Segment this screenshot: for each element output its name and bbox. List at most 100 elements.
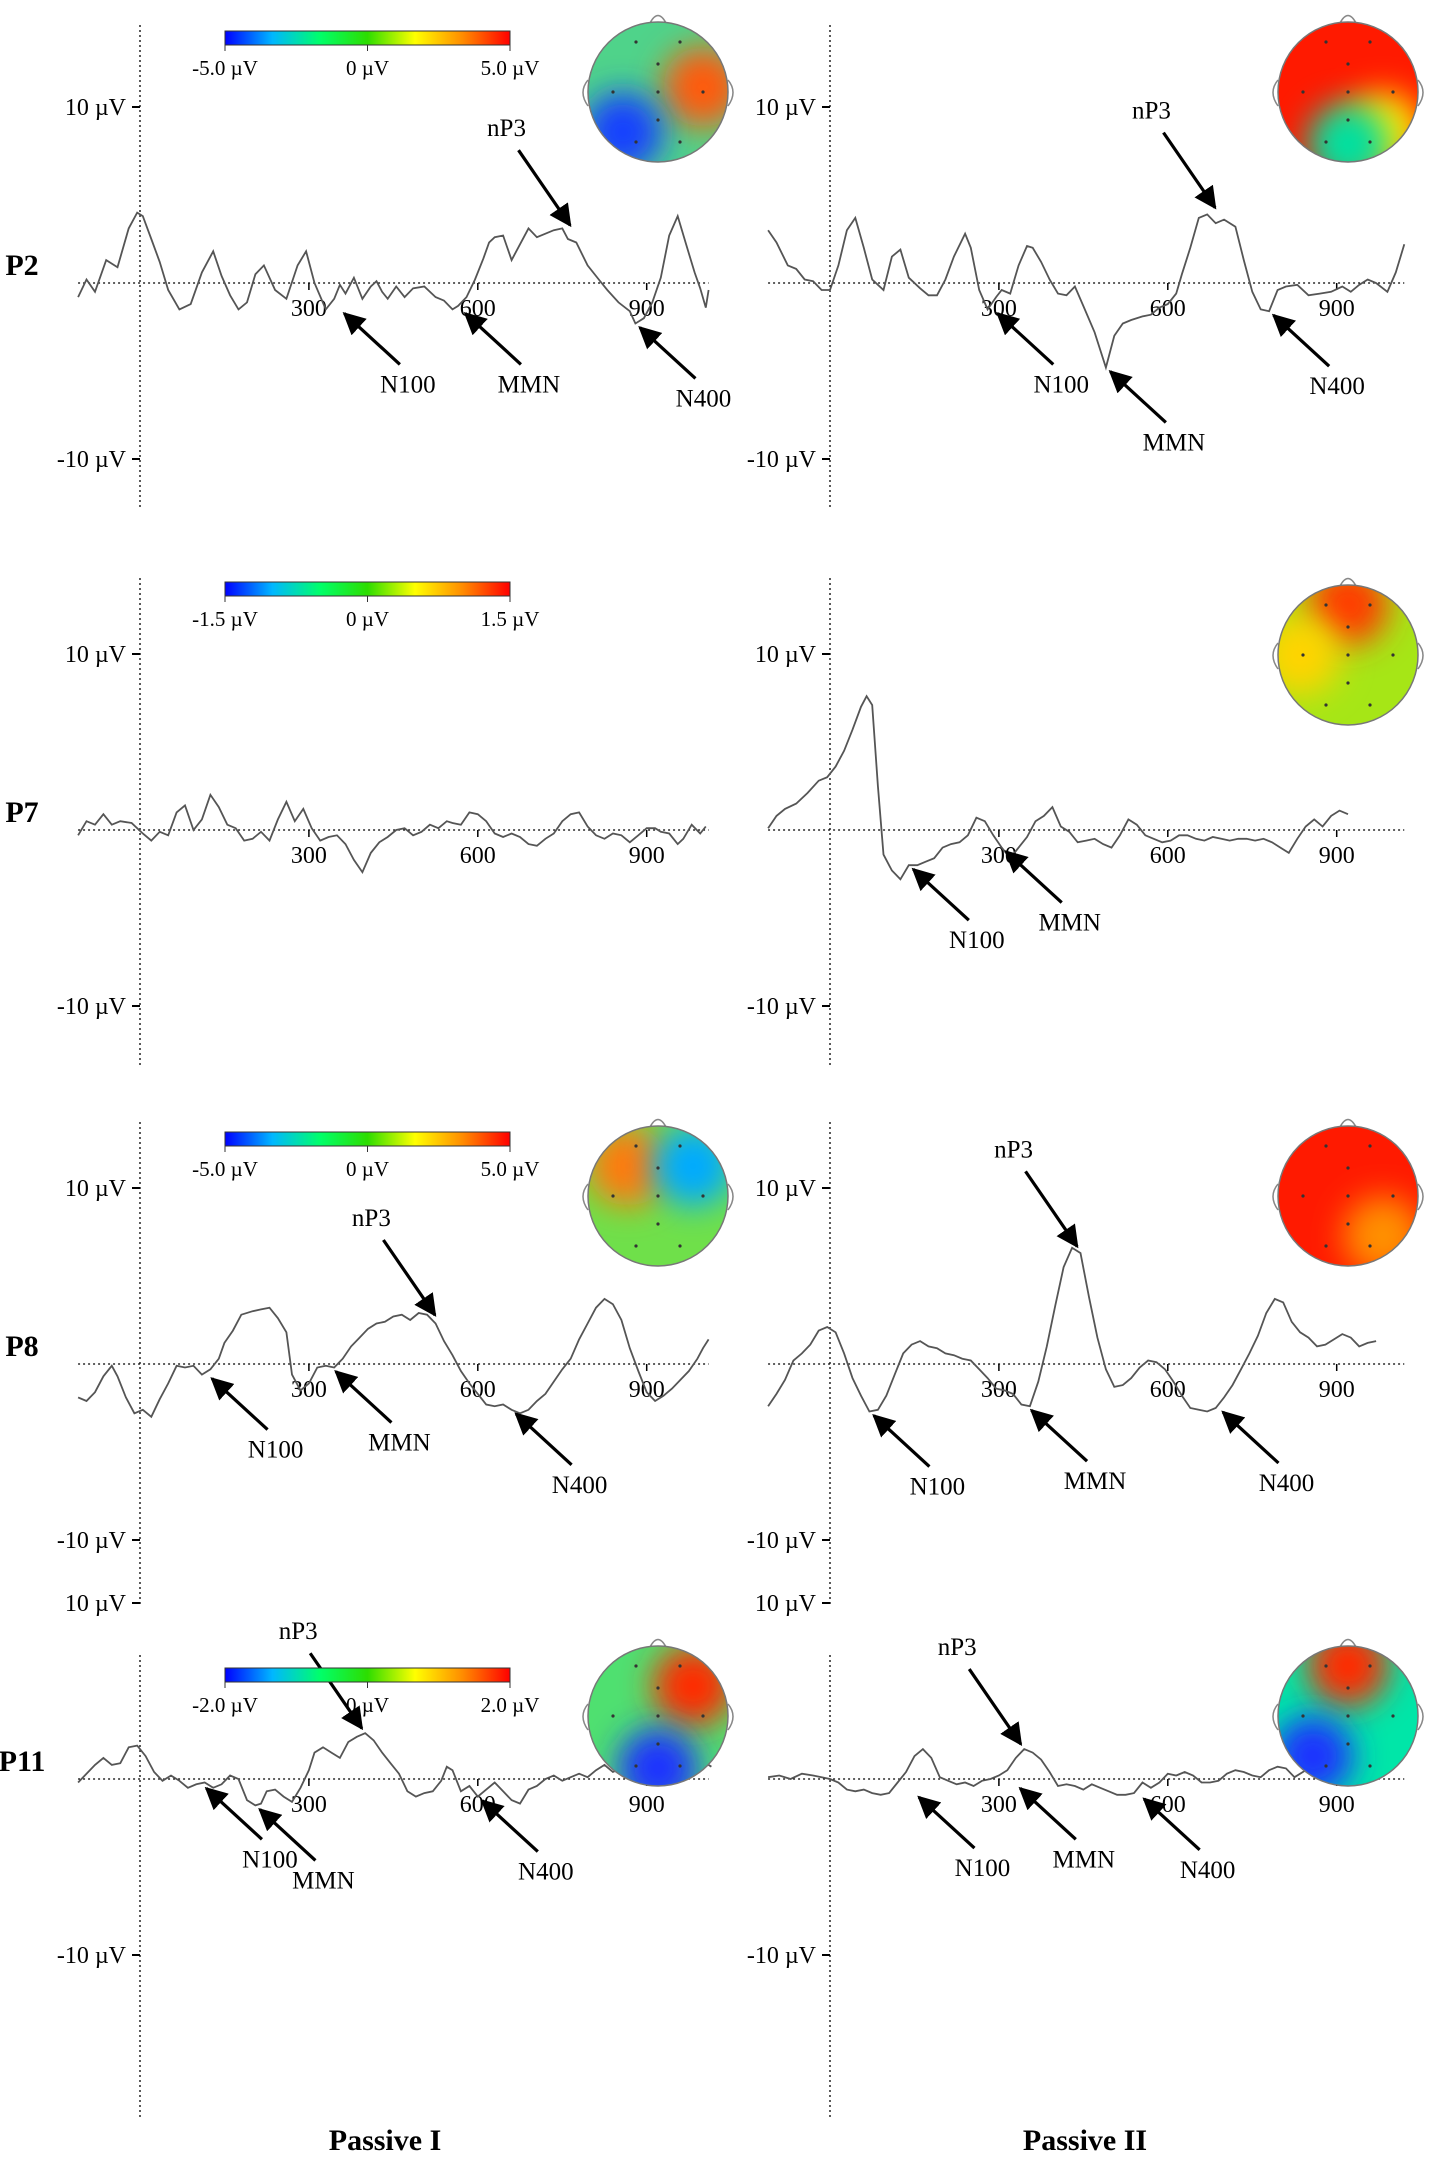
electrode-dot: [634, 40, 638, 44]
electrode-dot: [656, 1742, 660, 1746]
head-ear-left: [1272, 1183, 1279, 1211]
annotation-label-n400: N400: [1259, 1470, 1315, 1497]
x-tick-label: 900: [629, 1792, 665, 1818]
electrode-dot: [1324, 1764, 1328, 1768]
annotation-arrow-mmn: [334, 1370, 393, 1424]
annotation-label-n400: N400: [1309, 373, 1365, 400]
electrode-dot: [656, 1194, 660, 1198]
electrode-dot: [656, 62, 660, 66]
topomap-p11-passive-ii: [1272, 1638, 1424, 1787]
electrode-dot: [1368, 1764, 1372, 1768]
electrode-dot: [1346, 1714, 1350, 1718]
x-tick-label: 900: [1319, 296, 1355, 322]
annotation-label-mmn: MMN: [498, 371, 561, 398]
y-tick-label: 10 µV: [65, 95, 127, 121]
annotation-arrow-mmn: [463, 311, 522, 366]
electrode-dot: [634, 1244, 638, 1248]
topomap-fill: [588, 1126, 728, 1266]
y-tick-label: 10 µV: [755, 1591, 817, 1617]
electrode-dot: [656, 1714, 660, 1718]
erp-waveform-p11-passive-i: [77, 1732, 712, 1807]
electrode-dot: [1346, 1686, 1350, 1690]
x-tick-label: 300: [291, 1377, 327, 1403]
annotation-arrow-n100: [911, 867, 970, 922]
electrode-dot: [1301, 1714, 1305, 1718]
electrode-dot: [1324, 603, 1328, 607]
electrode-dot: [1346, 1194, 1350, 1198]
topomap-blob: [1308, 104, 1388, 162]
x-tick-label: 600: [460, 1377, 496, 1403]
annotation-label-n400: N400: [676, 385, 732, 412]
colorbar-tick-label: 1.5 µV: [481, 607, 540, 631]
colorbar-p2: -5.0 µV 0 µV 5.0 µV: [192, 30, 539, 80]
topomap-p8-passive-ii: [1272, 1118, 1424, 1267]
head-nose: [649, 14, 667, 24]
head-ear-right: [1417, 79, 1424, 107]
electrode-dot: [678, 140, 682, 144]
annotation-arrow-np3: [1024, 1170, 1079, 1249]
y-tick-label: -10 µV: [57, 994, 127, 1020]
annotation-label-n100: N100: [248, 1437, 304, 1464]
electrode-dot: [1368, 1244, 1372, 1248]
electrode-dot: [1368, 703, 1372, 707]
colorbar-p11: -2.0 µV 0 µV 2.0 µV: [192, 1667, 539, 1717]
colorbar-gradient: [224, 30, 511, 46]
annotation-label-mmn: MMN: [1064, 1468, 1127, 1495]
y-tick-label: -10 µV: [747, 1528, 817, 1554]
electrode-dot: [678, 1244, 682, 1248]
head-ear-left: [1272, 1703, 1279, 1731]
x-tick-label: 300: [291, 1792, 327, 1818]
electrode-dot: [634, 1144, 638, 1148]
head-ear-right: [727, 1703, 734, 1731]
head-ear-left: [582, 79, 589, 107]
annotation-label-mmn: MMN: [1053, 1846, 1116, 1873]
topomap-blob: [1278, 615, 1340, 695]
annotation-arrow-np3: [1162, 131, 1217, 210]
erp-waveform-p11-passive-ii: [767, 1747, 1396, 1796]
topomap-blob: [588, 92, 663, 162]
erp-waveform-p8-passive-ii: [767, 1246, 1377, 1413]
annotation-arrow-mmn: [1004, 850, 1063, 904]
annotation-arrow-n400: [638, 326, 697, 380]
x-tick-label: 600: [460, 296, 496, 322]
head-nose: [1339, 1638, 1357, 1648]
y-tick-label: -10 µV: [747, 447, 817, 473]
annotation-label-n100: N100: [910, 1474, 966, 1501]
electrode-dot: [656, 1222, 660, 1226]
electrode-dot: [1346, 625, 1350, 629]
colorbar-gradient: [224, 1131, 511, 1147]
y-tick-label: -10 µV: [747, 1943, 817, 1969]
colorbar-tick-label: -1.5 µV: [192, 607, 258, 631]
colorbar-tick-label: 0 µV: [346, 607, 389, 631]
electrode-dot: [1368, 603, 1372, 607]
x-tick-label: 300: [981, 296, 1017, 322]
head-outline: [587, 1125, 729, 1267]
row-label-p11: P11: [0, 1745, 45, 1778]
annotation-arrow-np3: [517, 149, 572, 228]
head-outline: [587, 21, 729, 163]
electrode-dot: [1368, 40, 1372, 44]
electrode-dot: [678, 1764, 682, 1768]
panel-p2-passive-i: 10 µV -10 µV 300 600 900: [57, 25, 709, 508]
y-tick-label: 10 µV: [65, 1591, 127, 1617]
annotation-label-n100: N100: [1033, 371, 1089, 398]
electrode-dot: [1324, 40, 1328, 44]
head-nose: [649, 1118, 667, 1128]
x-tick-label: 300: [291, 296, 327, 322]
topomap-fill: [1278, 1646, 1418, 1786]
colorbar-tick-label: -5.0 µV: [192, 56, 258, 80]
electrode-dot: [656, 1166, 660, 1170]
head-ear-left: [582, 1183, 589, 1211]
electrode-dot: [701, 90, 705, 94]
erp-waveform-p8-passive-i: [77, 1297, 710, 1419]
annotation-label-np3: nP3: [994, 1136, 1033, 1163]
x-tick-label: 300: [981, 1792, 1017, 1818]
x-tick-label: 900: [629, 296, 665, 322]
annotation-arrow-n400: [514, 1412, 573, 1466]
topomap-blob: [1308, 1646, 1388, 1706]
head-outline: [1277, 584, 1419, 726]
annotation-arrow-n400: [1221, 1410, 1280, 1465]
